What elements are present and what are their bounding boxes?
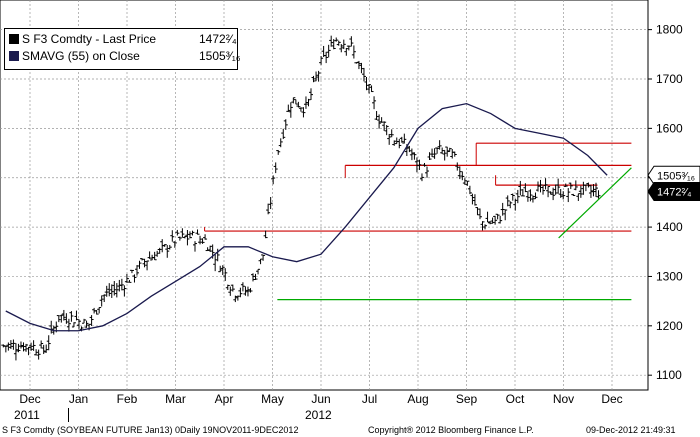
x-tick-label: Apr: [215, 392, 234, 406]
sma-swatch: [9, 51, 19, 61]
legend-row-sma: SMAVG (55) on Close 1505³⁄₁₆: [9, 49, 241, 64]
footer-security-info: S F3 Comdty (SOYBEAN FUTURE Jan13) 0Dail…: [2, 425, 299, 435]
x-tick-label: Sep: [456, 392, 478, 406]
y-tick-label: 1600: [656, 121, 683, 135]
last-price-swatch: [9, 34, 19, 44]
x-tick-label: Jan: [69, 392, 88, 406]
x-tick-label: Jun: [311, 392, 330, 406]
footer-copyright: Copyright® 2012 Bloomberg Finance L.P.: [368, 425, 534, 435]
x-year-label: 2012: [305, 408, 332, 422]
y-tick-label: 1200: [656, 319, 683, 333]
y-tick-label: 1300: [656, 269, 683, 283]
legend-row-last-price: S F3 Comdty - Last Price 1472²⁄₄: [9, 32, 237, 47]
sma-value-tag-label: 1505³⁄₁₆: [657, 170, 695, 182]
x-tick-label: Nov: [553, 392, 574, 406]
legend-last-price-value: 1472²⁄₄: [199, 32, 237, 46]
x-tick-label: Dec: [601, 392, 622, 406]
x-year-label: 2011: [14, 408, 40, 422]
y-tick-label: 1400: [656, 220, 683, 234]
legend: S F3 Comdty - Last Price 1472²⁄₄ SMAVG (…: [4, 28, 241, 70]
x-tick-label: Feb: [117, 392, 138, 406]
y-tick-label: 1100: [656, 368, 682, 382]
footer-timestamp: 09-Dec-2012 21:49:31: [586, 425, 676, 435]
footer: S F3 Comdty (SOYBEAN FUTURE Jan13) 0Dail…: [0, 424, 700, 437]
y-tick-label: 1700: [656, 72, 683, 86]
x-tick-label: Jul: [362, 392, 377, 406]
sma-value-tag: [647, 165, 700, 185]
x-tick-label: Aug: [407, 392, 428, 406]
last-price-tag: [647, 182, 700, 202]
last-price-tag-label: 1472²⁄₄: [657, 187, 692, 199]
y-tick-label: 1800: [656, 23, 683, 37]
x-tick-label: Oct: [506, 392, 525, 406]
trend-line: [558, 167, 632, 239]
x-tick-label: Dec: [19, 392, 40, 406]
legend-sma-value: 1505³⁄₁₆: [199, 49, 241, 63]
sma-line: [5, 102, 608, 332]
x-tick-label: Mar: [165, 392, 186, 406]
legend-sma-label: SMAVG (55) on Close: [22, 49, 140, 63]
x-tick-label: May: [261, 392, 284, 406]
legend-last-price-label: S F3 Comdty - Last Price: [22, 32, 157, 46]
